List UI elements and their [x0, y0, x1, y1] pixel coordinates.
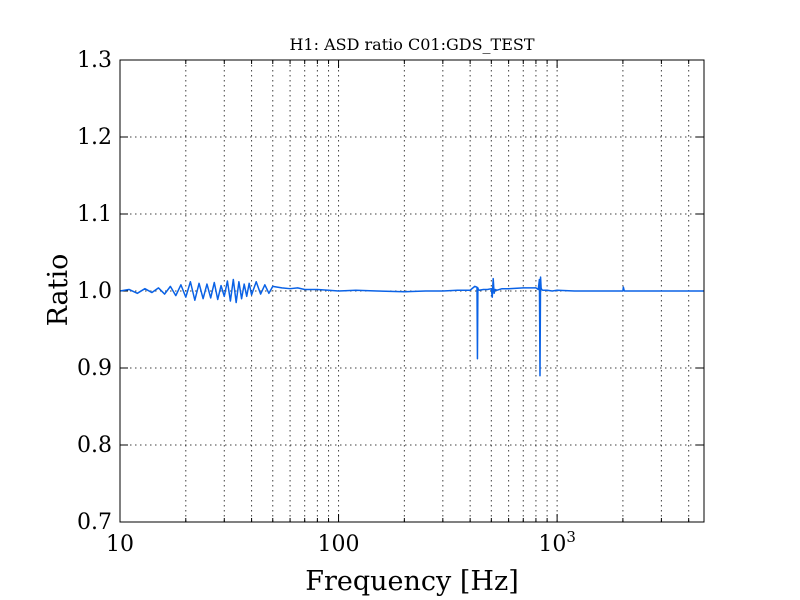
- y-tick-label: 0.7: [77, 510, 112, 535]
- plot-frame: [119, 59, 705, 523]
- tick-labels: 0.7 0.8 0.9 1.0 1.1 1.2 1.3 10 100 103: [77, 48, 576, 557]
- chart-title: H1: ASD ratio C01:GDS_TEST: [289, 35, 534, 54]
- x-tick-label: 10: [106, 532, 134, 557]
- y-tick-label: 1.0: [77, 279, 112, 304]
- y-tick-label: 0.9: [77, 356, 112, 381]
- y-tick-label: 0.8: [77, 433, 112, 458]
- y-tick-label: 1.1: [77, 202, 112, 227]
- plot-data: [119, 276, 704, 377]
- y-tick-label: 1.2: [77, 125, 112, 150]
- y-tick-label: 1.3: [77, 48, 112, 73]
- series-line-asd-ratio: [119, 276, 704, 377]
- x-axis-label: Frequency [Hz]: [305, 566, 518, 597]
- x-tick-label: 100: [318, 532, 360, 557]
- x-tick-label: 103: [538, 528, 576, 557]
- y-axis-label: Ratio: [43, 254, 74, 327]
